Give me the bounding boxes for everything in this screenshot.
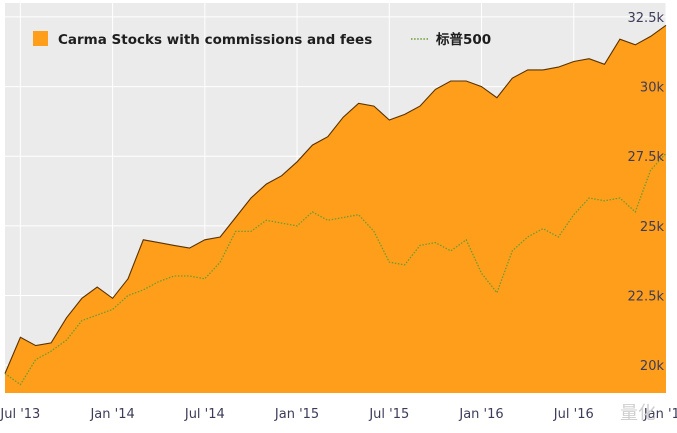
y-tick-label: 20k [640,359,665,374]
x-tick-label: Jan '16 [458,407,503,422]
x-tick-label: Jul '16 [553,407,594,422]
y-tick-label: 27.5k [628,150,665,165]
x-tick-label: Jul '13 [0,407,40,422]
x-tick-label: Jan '14 [89,407,134,422]
legend-sp500-label[interactable]: 标普500 [435,31,491,48]
x-axis-ticks: Jul '13 Jan '14 Jul '14 Jan '15 Jul '15 Jan '… [0,407,677,422]
legend-carma-label[interactable]: Carma Stocks with commissions and fees [58,32,372,48]
x-tick-label: Jan '15 [274,407,319,422]
x-tick-label: Jul '14 [184,407,225,422]
watermark-text: 量化 [620,403,656,424]
x-tick-label: Jul '15 [368,407,409,422]
legend-carma-swatch[interactable] [33,31,48,46]
y-tick-label: 30k [640,81,665,96]
y-tick-label: 25k [640,220,665,235]
y-tick-label: 22.5k [628,290,665,305]
y-tick-label: 32.5k [628,11,665,26]
